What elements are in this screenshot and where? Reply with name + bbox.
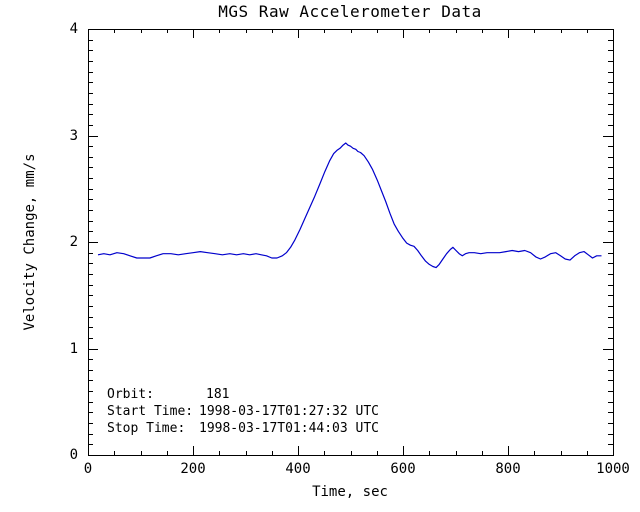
start-time-label: Start Time: (107, 404, 194, 419)
y-tick-label: 1 (69, 340, 78, 357)
orbit-label: Orbit: (107, 387, 154, 402)
x-tick-label: 800 (495, 461, 521, 477)
y-axis-title: Velocity Change, mm/s (22, 153, 38, 331)
stop-time-label: Stop Time: (107, 421, 186, 436)
chart-title: MGS Raw Accelerometer Data (218, 2, 482, 21)
y-tick-label: 3 (69, 127, 78, 144)
orbit-row: Orbit: 181 (107, 386, 379, 403)
x-axis-title: Time, sec (312, 484, 388, 500)
orbit-value: 181 (206, 387, 230, 402)
x-tick-label: 1000 (596, 461, 630, 477)
x-tick-label: 600 (390, 461, 416, 477)
y-tick-label: 4 (69, 21, 78, 37)
start-time-row: Start Time: 1998-03-17T01:27:32 UTC (107, 403, 379, 420)
data-line-velocity-change (97, 142, 602, 269)
y-tick-label: 0 (69, 447, 78, 463)
x-tick-label: 400 (285, 461, 311, 477)
stop-time-value: 1998-03-17T01:44:03 UTC (199, 421, 380, 436)
y-tick-label: 2 (69, 234, 78, 250)
x-tick-label: 0 (83, 461, 93, 477)
x-tick-label: 200 (180, 461, 206, 477)
stop-time-row: Stop Time: 1998-03-17T01:44:03 UTC (107, 420, 379, 437)
annotation-block: Orbit: 181 Start Time: 1998-03-17T01:27:32… (107, 386, 379, 437)
start-time-value: 1998-03-17T01:27:32 UTC (199, 404, 380, 419)
